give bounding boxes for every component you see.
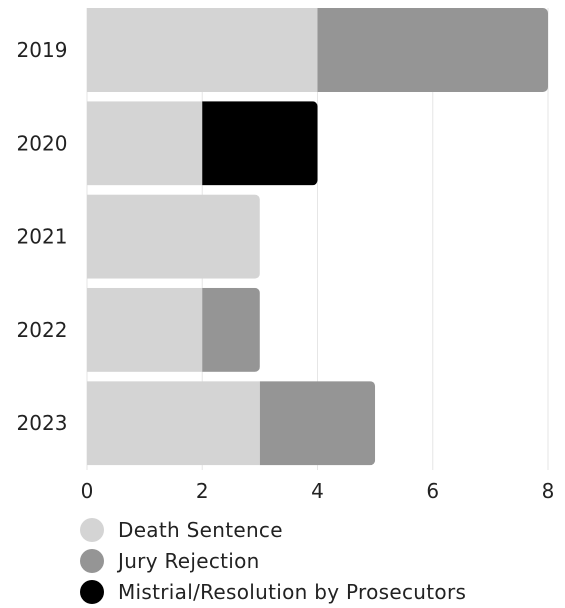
legend-label: Mistrial/Resolution by Prosecutors (118, 579, 467, 604)
bar-segment (87, 287, 203, 372)
x-tick-label: 0 (81, 479, 94, 503)
bar-segment (87, 8, 318, 92)
legend-item: Death Sentence (80, 514, 466, 545)
legend-swatch (80, 517, 104, 542)
x-tick-label: 2 (196, 479, 209, 503)
bar-group-2023 (87, 381, 376, 466)
y-tick-label: 2019 (17, 38, 68, 62)
y-tick-label: 2020 (17, 131, 68, 155)
stacked-bar-chart: 2019 2020 2021 2022 2023 0 2 4 6 8 (17, 8, 555, 503)
y-axis-labels: 2019 2020 2021 2022 2023 (17, 38, 68, 435)
x-tick-label: 8 (542, 479, 555, 503)
legend-item: Mistrial/Resolution by Prosecutors (80, 576, 466, 607)
bar-group-2019 (87, 8, 548, 92)
bar-segment (202, 101, 318, 186)
bar-segment (259, 381, 376, 466)
x-axis-labels: 0 2 4 6 8 (81, 479, 555, 503)
bar-segment (87, 194, 260, 279)
legend-swatch (80, 548, 104, 573)
y-tick-label: 2022 (17, 318, 68, 342)
y-tick-label: 2021 (17, 225, 68, 249)
legend-label: Jury Rejection (118, 548, 260, 573)
bars (87, 8, 548, 466)
bar-group-2020 (87, 101, 318, 186)
legend: Death Sentence Jury Rejection Mistrial/Res… (80, 514, 466, 607)
legend-label: Death Sentence (118, 517, 283, 542)
bar-group-2021 (87, 194, 260, 279)
bar-segment (202, 287, 260, 372)
x-tick-label: 4 (311, 479, 324, 503)
bar-segment (87, 381, 260, 466)
x-tick-label: 6 (426, 479, 439, 503)
legend-item: Jury Rejection (80, 545, 466, 576)
legend-swatch (80, 579, 104, 604)
bar-segment (87, 101, 203, 186)
bar-group-2022 (87, 287, 260, 372)
bar-segment (317, 8, 548, 92)
y-tick-label: 2023 (17, 411, 68, 435)
